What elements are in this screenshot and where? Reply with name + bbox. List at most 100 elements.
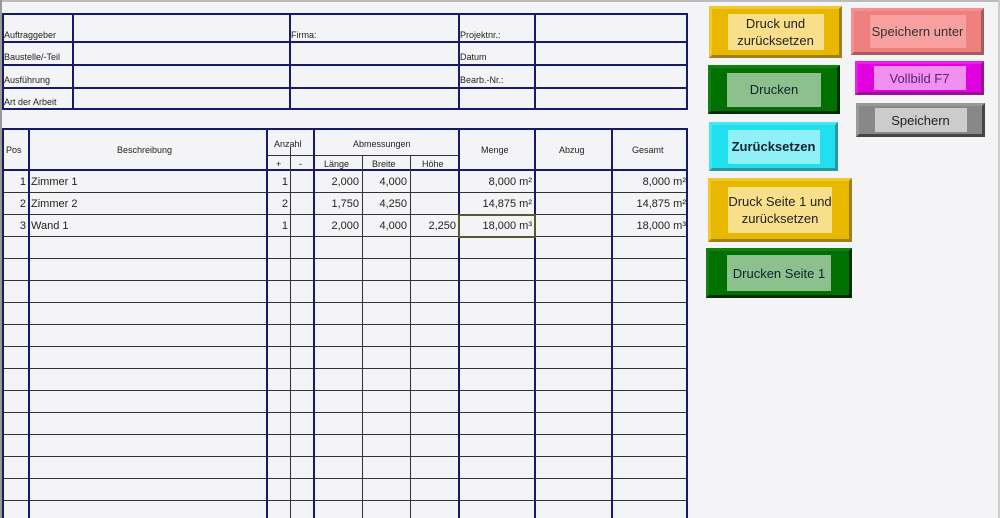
col-anzahl: Anzahl xyxy=(274,139,302,149)
cell-laenge[interactable]: 1,750 xyxy=(331,198,359,210)
cell-laenge[interactable]: 2,000 xyxy=(331,220,359,232)
speichern-unter-button[interactable]: Speichern unter xyxy=(851,8,984,55)
gridline xyxy=(290,147,291,518)
button-label: Speichern unter xyxy=(869,15,966,48)
button-label: Drucken Seite 1 xyxy=(727,255,831,291)
gridline xyxy=(2,368,688,369)
gridline xyxy=(2,324,688,325)
col-plus: + xyxy=(276,159,282,169)
label-projektnr: Projektnr.: xyxy=(460,30,501,40)
gridline xyxy=(2,500,688,501)
cell-gesamt[interactable]: 14,875 m² xyxy=(636,198,686,210)
button-label: Zurücksetzen xyxy=(727,129,820,164)
gridline xyxy=(362,155,363,518)
cell-abzug[interactable] xyxy=(534,214,608,236)
drucken-seite1-button[interactable]: Drucken Seite 1 xyxy=(706,248,852,298)
cell-hoehe[interactable]: 2,250 xyxy=(428,220,456,232)
cell-breite[interactable]: 4,000 xyxy=(379,176,407,188)
col-menge: Menge xyxy=(481,145,509,155)
gridline xyxy=(2,13,4,110)
cell-plus[interactable]: 1 xyxy=(281,176,288,188)
zuruecksetzen-button[interactable]: Zurücksetzen xyxy=(709,122,838,171)
cell-breite[interactable]: 4,250 xyxy=(379,198,407,210)
gridline xyxy=(2,302,688,303)
gridline xyxy=(2,128,688,130)
button-label: Druck Seite 1 und zurücksetzen xyxy=(728,187,832,233)
button-label: Druck und zurücksetzen xyxy=(727,14,824,50)
window-right-border xyxy=(998,0,1000,518)
gridline xyxy=(2,13,688,15)
col-laenge: Länge xyxy=(324,159,350,169)
cell-plus[interactable]: 2 xyxy=(281,198,288,210)
label-baustelle: Baustelle/-Teil xyxy=(4,52,61,62)
col-gesamt: Gesamt xyxy=(632,145,664,155)
label-ausfuehrung: Ausführung xyxy=(4,75,51,85)
label-firma: Firma: xyxy=(291,30,317,40)
cell-breite[interactable]: 4,000 xyxy=(379,220,407,232)
cell-minus[interactable] xyxy=(290,214,310,236)
gridline xyxy=(686,128,688,518)
label-art-der-arbeit: Art der Arbeit xyxy=(4,97,57,107)
gridline xyxy=(313,128,315,518)
cell-pos[interactable]: 1 xyxy=(19,176,26,188)
gridline xyxy=(534,128,536,518)
col-hoehe: Höhe xyxy=(422,159,444,169)
gridline xyxy=(2,108,688,110)
cell-hoehe[interactable] xyxy=(410,170,456,192)
gridline xyxy=(2,456,688,457)
col-abzug: Abzug xyxy=(559,145,585,155)
gridline xyxy=(2,192,688,193)
cell-minus[interactable] xyxy=(290,192,310,214)
gridline xyxy=(611,128,613,518)
button-label: Drucken xyxy=(727,72,821,107)
cell-menge[interactable]: 14,875 m² xyxy=(482,198,532,210)
col-minus: - xyxy=(299,159,302,169)
cell-menge[interactable]: 18,000 m³ xyxy=(482,220,532,232)
gridline xyxy=(2,169,688,171)
label-bearb-nr: Bearb.-Nr.: xyxy=(460,75,504,85)
cell-abzug[interactable] xyxy=(534,170,608,192)
col-abmessungen: Abmessungen xyxy=(353,139,411,149)
gridline xyxy=(2,390,688,391)
gridline xyxy=(686,13,688,110)
gridline xyxy=(2,41,688,43)
gridline xyxy=(534,13,536,110)
vollbild-button[interactable]: Vollbild F7 xyxy=(855,61,984,95)
gridline xyxy=(2,128,4,518)
window-top-border xyxy=(0,0,1000,2)
col-beschreibung: Beschreibung xyxy=(117,145,173,155)
gridline xyxy=(266,128,268,518)
cell-menge[interactable]: 8,000 m² xyxy=(488,176,532,188)
cell-pos[interactable]: 3 xyxy=(19,220,26,232)
gridline xyxy=(2,346,688,347)
gridline xyxy=(2,87,688,89)
cell-laenge[interactable]: 2,000 xyxy=(331,176,359,188)
gridline xyxy=(2,214,688,215)
label-auftraggeber: Auftraggeber xyxy=(4,30,57,40)
gridline xyxy=(2,478,688,479)
gridline xyxy=(2,258,688,259)
gridline xyxy=(2,280,688,281)
cell-pos[interactable]: 2 xyxy=(19,198,26,210)
gridline xyxy=(28,128,30,518)
cell-minus[interactable] xyxy=(290,170,310,192)
cell-beschreibung[interactable]: Zimmer 2 xyxy=(31,198,78,210)
cell-beschreibung[interactable]: Zimmer 1 xyxy=(31,176,78,188)
col-breite: Breite xyxy=(372,159,396,169)
cell-abzug[interactable] xyxy=(534,192,608,214)
speichern-button[interactable]: Speichern xyxy=(856,103,985,137)
cell-gesamt[interactable]: 18,000 m³ xyxy=(636,220,686,232)
cell-hoehe[interactable] xyxy=(410,192,456,214)
col-pos: Pos xyxy=(6,145,22,155)
cell-gesamt[interactable]: 8,000 m² xyxy=(642,176,686,188)
gridline xyxy=(2,412,688,413)
gridline xyxy=(458,128,460,518)
druck-seite1-und-zuruecksetzen-button[interactable]: Druck Seite 1 und zurücksetzen xyxy=(708,178,852,242)
selected-cell[interactable] xyxy=(458,214,536,238)
drucken-button[interactable]: Drucken xyxy=(708,65,840,114)
druck-und-zuruecksetzen-button[interactable]: Druck und zurücksetzen xyxy=(709,6,842,58)
cell-plus[interactable]: 1 xyxy=(281,220,288,232)
gridline xyxy=(458,13,460,110)
button-label: Speichern xyxy=(874,108,967,132)
cell-beschreibung[interactable]: Wand 1 xyxy=(31,220,69,232)
